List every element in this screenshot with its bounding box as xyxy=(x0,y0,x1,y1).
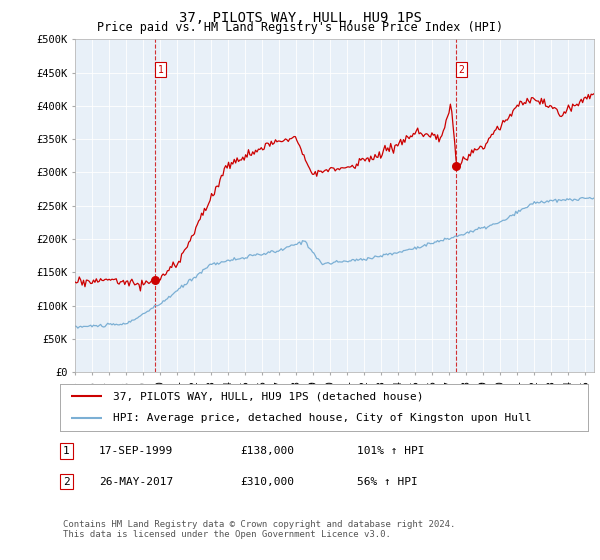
Text: 17-SEP-1999: 17-SEP-1999 xyxy=(99,446,173,456)
Text: 26-MAY-2017: 26-MAY-2017 xyxy=(99,477,173,487)
Text: 56% ↑ HPI: 56% ↑ HPI xyxy=(357,477,418,487)
Text: 2: 2 xyxy=(63,477,70,487)
Text: HPI: Average price, detached house, City of Kingston upon Hull: HPI: Average price, detached house, City… xyxy=(113,413,532,423)
Text: Price paid vs. HM Land Registry's House Price Index (HPI): Price paid vs. HM Land Registry's House … xyxy=(97,21,503,34)
Text: 1: 1 xyxy=(63,446,70,456)
Text: 1: 1 xyxy=(158,64,164,74)
Text: 37, PILOTS WAY, HULL, HU9 1PS (detached house): 37, PILOTS WAY, HULL, HU9 1PS (detached … xyxy=(113,391,424,402)
Text: £138,000: £138,000 xyxy=(240,446,294,456)
Point xyxy=(151,276,160,285)
Text: Contains HM Land Registry data © Crown copyright and database right 2024.
This d: Contains HM Land Registry data © Crown c… xyxy=(63,520,455,539)
Point xyxy=(451,161,461,170)
Text: 101% ↑ HPI: 101% ↑ HPI xyxy=(357,446,425,456)
Text: 37, PILOTS WAY, HULL, HU9 1PS: 37, PILOTS WAY, HULL, HU9 1PS xyxy=(179,11,421,25)
Text: 2: 2 xyxy=(459,64,464,74)
Text: £310,000: £310,000 xyxy=(240,477,294,487)
